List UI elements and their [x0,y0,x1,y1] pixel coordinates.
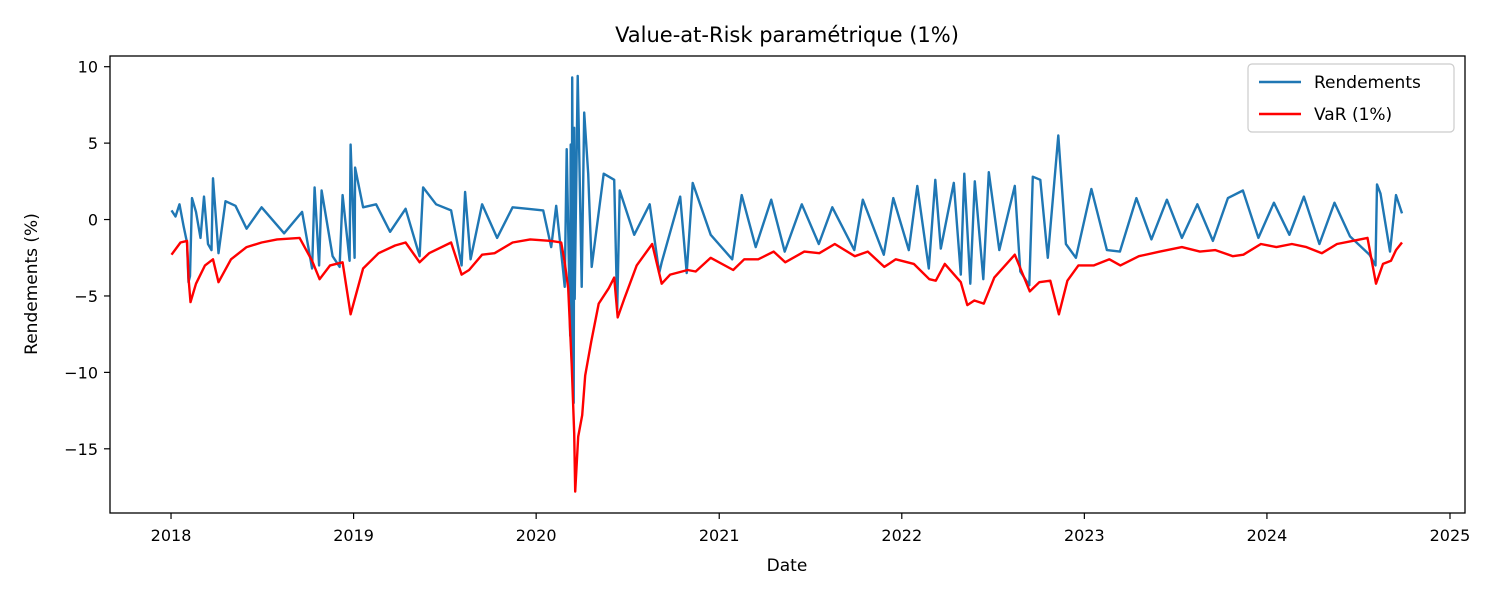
x-tick-label: 2018 [151,526,192,545]
y-tick-label: −5 [74,287,98,306]
x-axis-label: Date [767,556,808,576]
x-tick-label: 2024 [1247,526,1288,545]
series-line-var-1 [170,236,1403,493]
plot-frame [109,55,1466,514]
y-tick-label: 0 [88,211,98,230]
x-tick-label: 2020 [516,526,557,545]
y-axis-label: Rendements (%) [22,213,42,355]
x-tick-label: 2025 [1430,526,1471,545]
y-tick-label: −15 [64,440,98,459]
series-layer [170,74,1404,493]
y-tick-label: 10 [78,58,98,77]
y-tick-label: 5 [88,134,98,153]
x-tick-label: 2023 [1064,526,1105,545]
legend-label-var: VaR (1%) [1314,105,1392,125]
y-axis: 10 5 0 −5 −10 −15 [64,58,110,459]
x-tick-label: 2019 [333,526,374,545]
x-tick-label: 2021 [699,526,740,545]
legend-label-rendements: Rendements [1314,73,1421,93]
legend: Rendements VaR (1%) [1247,63,1455,133]
x-axis: 2018 2019 2020 2021 2022 2023 2024 2025 [151,513,1471,545]
x-tick-label: 2022 [881,526,922,545]
chart-title: Value-at-Risk paramétrique (1%) [615,23,959,47]
y-tick-label: −10 [64,363,98,382]
